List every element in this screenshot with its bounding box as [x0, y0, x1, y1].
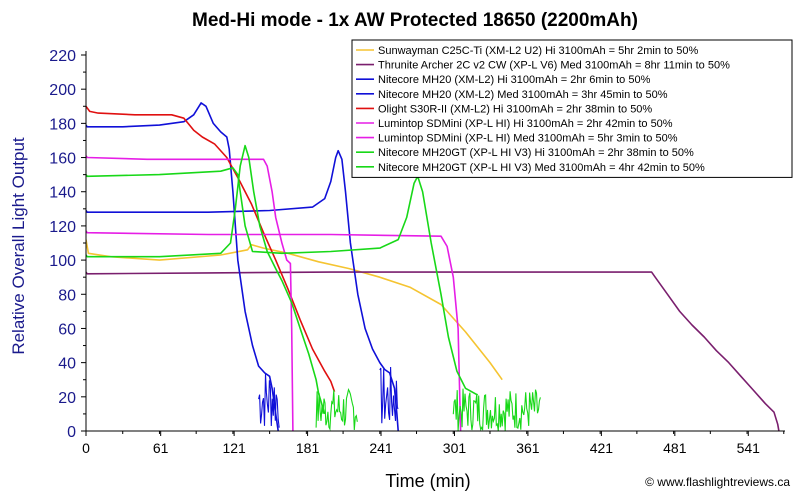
y-tick-label: 180 — [49, 116, 76, 133]
x-tick-label: 481 — [663, 440, 687, 456]
credit-text: © www.flashlightreviews.ca — [645, 475, 790, 489]
y-axis-label: Relative Overall Light Output — [9, 137, 28, 355]
x-tick-label: 361 — [516, 440, 540, 456]
x-tick-label: 541 — [737, 440, 761, 456]
x-tick-label: 301 — [443, 440, 467, 456]
axes — [85, 51, 785, 432]
series-line-7 — [86, 230, 462, 431]
x-tick-label: 121 — [222, 440, 246, 456]
legend-entry: Sunwayman C25C-Ti (XM-L2 U2) Hi 3100mAh … — [378, 45, 698, 57]
ticks: 0 61 121 181 241 301 361 421 481 541 0 20 40 60 80 100 1… — [49, 48, 785, 456]
y-tick-label: 100 — [49, 253, 76, 270]
y-tick-label: 120 — [49, 219, 76, 236]
series-noise-2 — [379, 366, 399, 424]
legend-entry: Thrunite Archer 2C v2 CW (XP-L V6) Med 3… — [378, 60, 730, 72]
series-line-4 — [86, 149, 399, 431]
plot-area — [86, 102, 780, 431]
series-line-6 — [86, 155, 294, 431]
x-tick-label: 421 — [590, 440, 614, 456]
x-tick-label: 181 — [296, 440, 320, 456]
x-tick-label: 61 — [153, 440, 169, 456]
y-tick-label: 160 — [49, 151, 76, 168]
y-tick-label: 80 — [58, 287, 76, 304]
y-tick-label: 0 — [67, 424, 76, 441]
legend-entry: Nitecore MH20 (XM-L2) Hi 3100mAh = 2hr 6… — [378, 74, 651, 86]
legend-box — [351, 39, 793, 178]
legend-entry: Nitecore MH20GT (XP-L HI V3) Hi 3100mAh … — [378, 147, 694, 159]
legend-entry: Olight S30R-II (XM-L2) Hi 3100mAh = 2hr … — [378, 103, 652, 115]
series-line-3 — [86, 102, 279, 431]
legend-entry: Nitecore MH20GT (XP-L HI V3) Med 3100mAh… — [378, 162, 705, 174]
y-tick-label: 40 — [58, 356, 76, 373]
series-line-2 — [86, 271, 780, 431]
series-line-8 — [86, 144, 326, 415]
series-noise-3 — [315, 387, 358, 431]
y-tick-label: 200 — [49, 82, 76, 99]
series-noise-4 — [452, 388, 541, 431]
legend-entry: Nitecore MH20 (XM-L2) Med 3100mAh = 3hr … — [378, 89, 668, 101]
y-tick-label: 20 — [58, 390, 76, 407]
series-line-9 — [86, 167, 479, 396]
y-tick-label: 220 — [49, 48, 76, 65]
legend: Sunwayman C25C-Ti (XM-L2 U2) Hi 3100mAh … — [351, 39, 793, 178]
y-tick-label: 60 — [58, 321, 76, 338]
x-axis-label: Time (min) — [385, 471, 470, 491]
series-noise-1 — [258, 373, 280, 428]
legend-entry: Lumintop SDMini (XP-L HI) Med 3100mAh = … — [378, 133, 678, 145]
x-tick-label: 241 — [369, 440, 393, 456]
series-group — [86, 102, 780, 431]
y-tick-label: 140 — [49, 185, 76, 202]
chart-title: Med-Hi mode - 1x AW Protected 18650 (220… — [192, 10, 638, 31]
x-tick-label: 0 — [82, 440, 90, 456]
legend-entry: Lumintop SDMini (XP-L HI) Hi 3100mAh = 2… — [378, 118, 673, 130]
